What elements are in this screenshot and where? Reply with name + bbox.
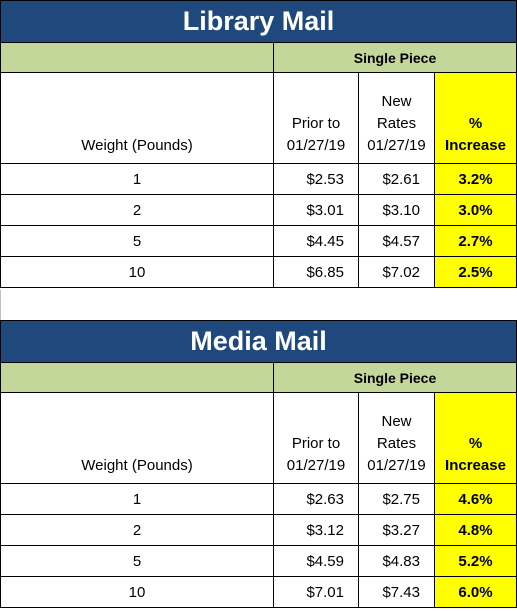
prior-cell: $2.63: [274, 484, 359, 515]
column-header-weight: Weight (Pounds): [0, 393, 274, 484]
new-cell: $7.02: [359, 257, 435, 288]
new-cell: $4.57: [359, 226, 435, 257]
table-row: 10 $7.01 $7.43 6.0%: [0, 577, 517, 608]
weight-cell: 2: [0, 195, 274, 226]
increase-cell: 2.7%: [435, 226, 517, 257]
increase-cell: 5.2%: [435, 546, 517, 577]
group-header: Single Piece: [274, 363, 517, 393]
increase-cell: 3.0%: [435, 195, 517, 226]
new-cell: $2.61: [359, 164, 435, 195]
table-row: 1 $2.53 $2.61 3.2%: [0, 164, 517, 195]
increase-cell: 6.0%: [435, 577, 517, 608]
column-header-row: Weight (Pounds) Prior to 01/27/19 New Ra…: [0, 393, 517, 484]
table-row: 5 $4.45 $4.57 2.7%: [0, 226, 517, 257]
table-gap: [0, 290, 517, 320]
media-mail-table: Media Mail Single Piece Weight (Pounds) …: [0, 320, 517, 608]
table-title: Media Mail: [0, 320, 517, 363]
table-row: 2 $3.01 $3.10 3.0%: [0, 195, 517, 226]
prior-cell: $2.53: [274, 164, 359, 195]
new-cell: $3.27: [359, 515, 435, 546]
table-row: 2 $3.12 $3.27 4.8%: [0, 515, 517, 546]
weight-cell: 5: [0, 546, 274, 577]
table-row: 1 $2.63 $2.75 4.6%: [0, 484, 517, 515]
weight-cell: 10: [0, 257, 274, 288]
column-header-new: New Rates 01/27/19: [359, 393, 435, 484]
prior-cell: $3.01: [274, 195, 359, 226]
increase-cell: 3.2%: [435, 164, 517, 195]
group-header-row: Single Piece: [0, 363, 517, 393]
column-header-increase: % Increase: [435, 73, 517, 164]
weight-cell: 2: [0, 515, 274, 546]
table-row: 10 $6.85 $7.02 2.5%: [0, 257, 517, 288]
empty-header-cell: [0, 43, 274, 73]
group-header: Single Piece: [274, 43, 517, 73]
column-header-prior: Prior to 01/27/19: [274, 73, 359, 164]
empty-header-cell: [0, 363, 274, 393]
prior-cell: $7.01: [274, 577, 359, 608]
increase-cell: 2.5%: [435, 257, 517, 288]
column-header-new: New Rates 01/27/19: [359, 73, 435, 164]
column-header-row: Weight (Pounds) Prior to 01/27/19 New Ra…: [0, 73, 517, 164]
prior-cell: $4.45: [274, 226, 359, 257]
increase-cell: 4.6%: [435, 484, 517, 515]
group-header-row: Single Piece: [0, 43, 517, 73]
prior-cell: $4.59: [274, 546, 359, 577]
new-cell: $7.43: [359, 577, 435, 608]
weight-cell: 1: [0, 484, 274, 515]
column-header-prior: Prior to 01/27/19: [274, 393, 359, 484]
weight-cell: 5: [0, 226, 274, 257]
new-cell: $2.75: [359, 484, 435, 515]
column-header-weight: Weight (Pounds): [0, 73, 274, 164]
prior-cell: $6.85: [274, 257, 359, 288]
table-title: Library Mail: [0, 0, 517, 43]
increase-cell: 4.8%: [435, 515, 517, 546]
weight-cell: 1: [0, 164, 274, 195]
table-row: 5 $4.59 $4.83 5.2%: [0, 546, 517, 577]
library-mail-table: Library Mail Single Piece Weight (Pounds…: [0, 0, 517, 288]
new-cell: $3.10: [359, 195, 435, 226]
prior-cell: $3.12: [274, 515, 359, 546]
new-cell: $4.83: [359, 546, 435, 577]
column-header-increase: % Increase: [435, 393, 517, 484]
weight-cell: 10: [0, 577, 274, 608]
